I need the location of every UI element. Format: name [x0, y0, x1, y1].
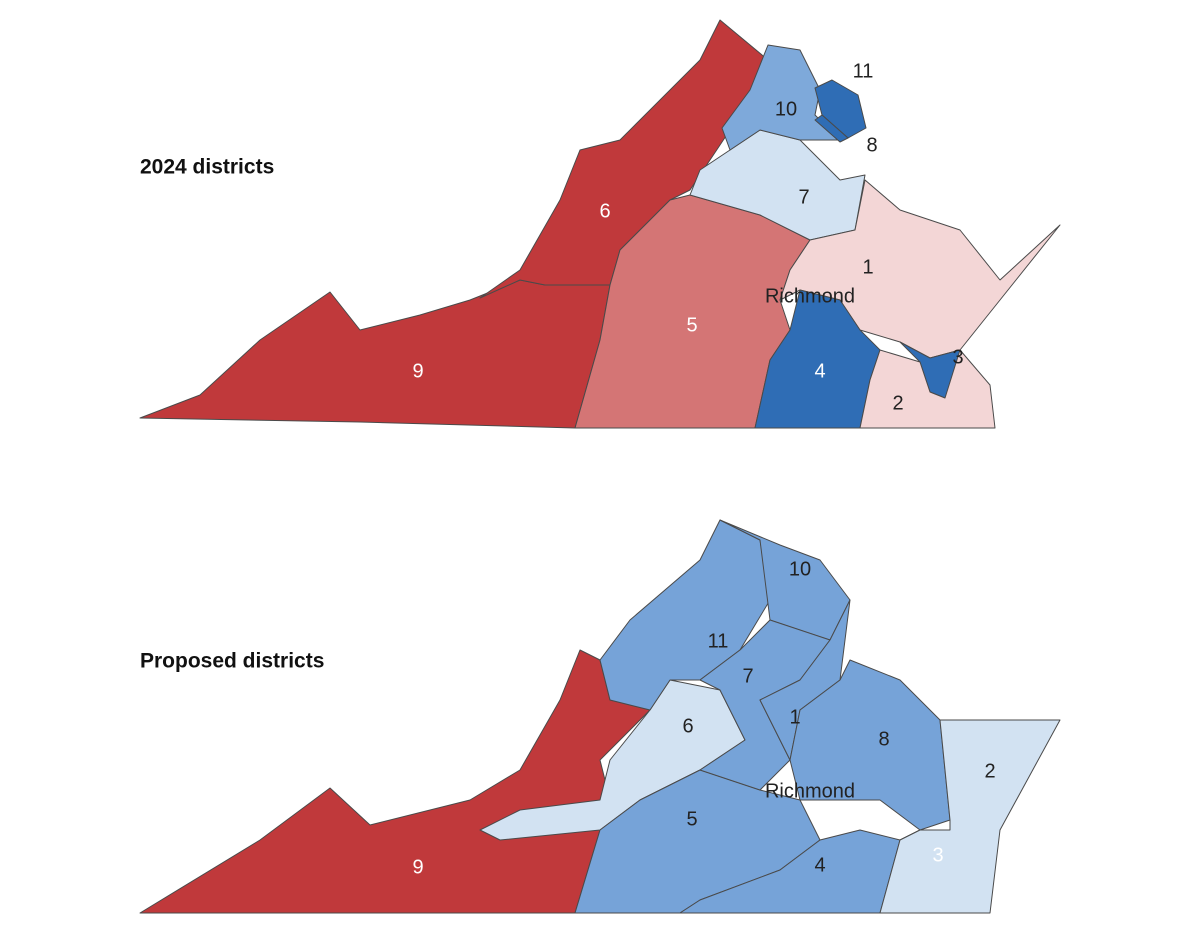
map-title: 2024 districts: [140, 156, 274, 179]
district-label: 8: [866, 134, 877, 156]
district-label: 4: [814, 854, 825, 876]
district-label: 9: [412, 360, 423, 382]
district: [814, 114, 849, 143]
district-label: 7: [742, 665, 753, 687]
district-label: 3: [952, 346, 963, 368]
district: [859, 349, 996, 429]
city-label: Richmond: [765, 285, 855, 307]
district: [689, 129, 866, 241]
district-label: 1: [789, 706, 800, 728]
city-label: Richmond: [765, 780, 855, 802]
district-label: 7: [798, 186, 809, 208]
district: [139, 649, 651, 914]
district-label: 10: [789, 558, 811, 580]
district-label: 3: [932, 844, 943, 866]
district: [599, 519, 771, 711]
district: [139, 279, 611, 429]
district: [879, 719, 1061, 914]
district-label: 6: [682, 715, 693, 737]
district-label: 4: [814, 360, 825, 382]
district-label: 6: [599, 200, 610, 222]
district-label: 2: [984, 760, 995, 782]
district-label: 5: [686, 808, 697, 830]
district-label: 2: [892, 392, 903, 414]
district-label: 11: [708, 630, 729, 652]
district-label: 10: [775, 98, 797, 120]
district-label: 8: [878, 728, 889, 750]
map-title: Proposed districts: [140, 650, 324, 673]
district-label: 9: [412, 856, 423, 878]
district-label: 11: [853, 60, 874, 82]
district-label: 1: [862, 256, 873, 278]
district-label: 5: [686, 314, 697, 336]
